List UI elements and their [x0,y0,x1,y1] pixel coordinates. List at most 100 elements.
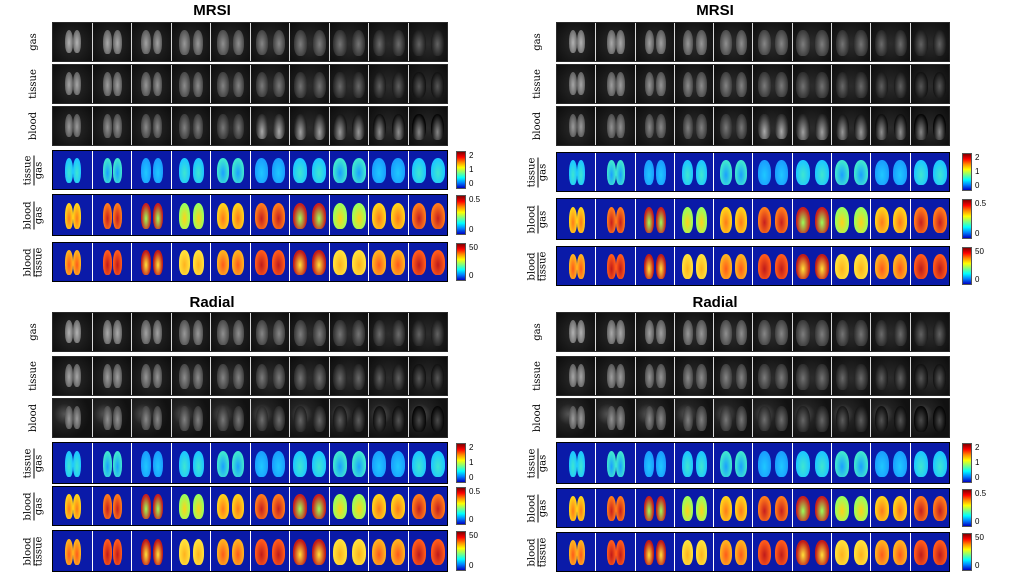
colormap-slice-image [172,443,211,483]
row-label-gas: gas [532,33,543,51]
lung-lobe [141,494,151,519]
colormap-slice-image [132,151,172,189]
lung-slice-image [329,313,369,351]
lung-slice-image [290,399,330,437]
lung-lobe [141,406,151,431]
lung-lobe [606,540,616,565]
lung-lobe [835,254,850,279]
lung-slice-image [871,107,911,145]
lung-lobe [854,160,869,185]
lung-lobe [758,72,771,98]
colormap-slice-image [409,195,448,235]
colormap-slice-image [211,487,251,525]
colormap-image-strip [556,532,950,572]
colormap-slice-image [172,195,211,235]
lung-slice-image [408,313,447,351]
colorbar [456,531,466,571]
lung-lobe [272,158,286,183]
lung-slice-image [910,23,949,61]
lung-lobe [372,158,387,183]
lung-slice-image [792,107,833,145]
colormap-slice-image [557,199,597,239]
lung-slice-image [792,65,833,103]
lung-lobe [431,364,445,390]
colormap-slice-image [911,199,949,239]
colormap-slice-image [251,243,290,281]
lung-lobe [656,72,666,97]
lung-lobe [102,250,112,275]
lung-slice-image [53,107,93,145]
colormap-slice-image [793,489,833,527]
lung-lobe [814,496,829,521]
lung-lobe [616,72,626,96]
lung-lobe [411,202,426,229]
lung-lobe [217,250,230,275]
lung-lobe [695,496,707,521]
lung-lobe [431,320,445,346]
lung-lobe [893,496,908,521]
lung-lobe [112,450,122,477]
lung-lobe [835,320,850,346]
lung-lobe [932,496,947,521]
lung-lobe [758,320,771,346]
lung-lobe [312,114,326,140]
colormap-image-strip [52,150,448,190]
colormap-image-strip [556,442,950,484]
panel-title: MRSI [696,2,734,19]
lung-slice-image [832,65,872,103]
lung-lobe [312,158,327,183]
lung-lobe [682,320,694,345]
colorbar [456,243,466,281]
lung-lobe [576,540,585,565]
colorbar [962,443,972,483]
ratio-label: tissue gas [527,443,549,485]
lung-slice-image [250,23,290,61]
lung-lobe [914,30,928,56]
lung-lobe [192,450,204,477]
lung-lobe [893,206,908,233]
colorbar-tick-label: 0 [975,275,980,284]
lung-lobe [656,114,666,139]
lung-lobe [616,254,626,279]
lung-lobe [775,254,789,279]
lung-lobe [255,72,269,98]
lung-lobe [179,202,191,229]
lung-lobe [272,538,286,565]
lung-lobe [775,206,789,233]
colormap-slice-image [93,531,132,571]
colormap-slice-image [330,443,369,483]
lung-lobe [775,320,788,346]
lung-slice-image [329,65,369,103]
lung-slice-image [832,313,872,351]
colormap-slice-image [330,243,369,281]
lung-lobe [568,30,577,54]
lung-lobe [644,540,655,565]
grayscale-image-strip [556,22,950,62]
colormap-slice-image [172,487,211,525]
lung-lobe [179,250,191,275]
lung-slice-image [369,357,409,395]
lung-lobe [372,406,387,432]
lung-slice-image [53,65,93,103]
colormap-slice-image [753,153,793,191]
colormap-slice-image [369,531,409,571]
lung-lobe [644,72,655,97]
colormap-slice-image [832,489,872,527]
lung-lobe [391,450,406,477]
lung-lobe [412,114,426,140]
lung-lobe [933,320,947,346]
lung-slice-image [557,23,597,61]
colormap-slice-image [675,153,715,191]
colormap-slice-image [93,195,132,235]
lung-slice-image [792,313,833,351]
lung-lobe [616,450,626,477]
colormap-slice-image [675,533,715,571]
lung-slice-image [635,107,675,145]
lung-lobe [72,250,81,275]
lung-lobe [735,254,748,279]
lung-lobe [372,202,387,229]
lung-slice-image [250,357,290,395]
lung-lobe [913,540,928,565]
lung-lobe [835,72,850,98]
colormap-slice-image [793,153,833,191]
